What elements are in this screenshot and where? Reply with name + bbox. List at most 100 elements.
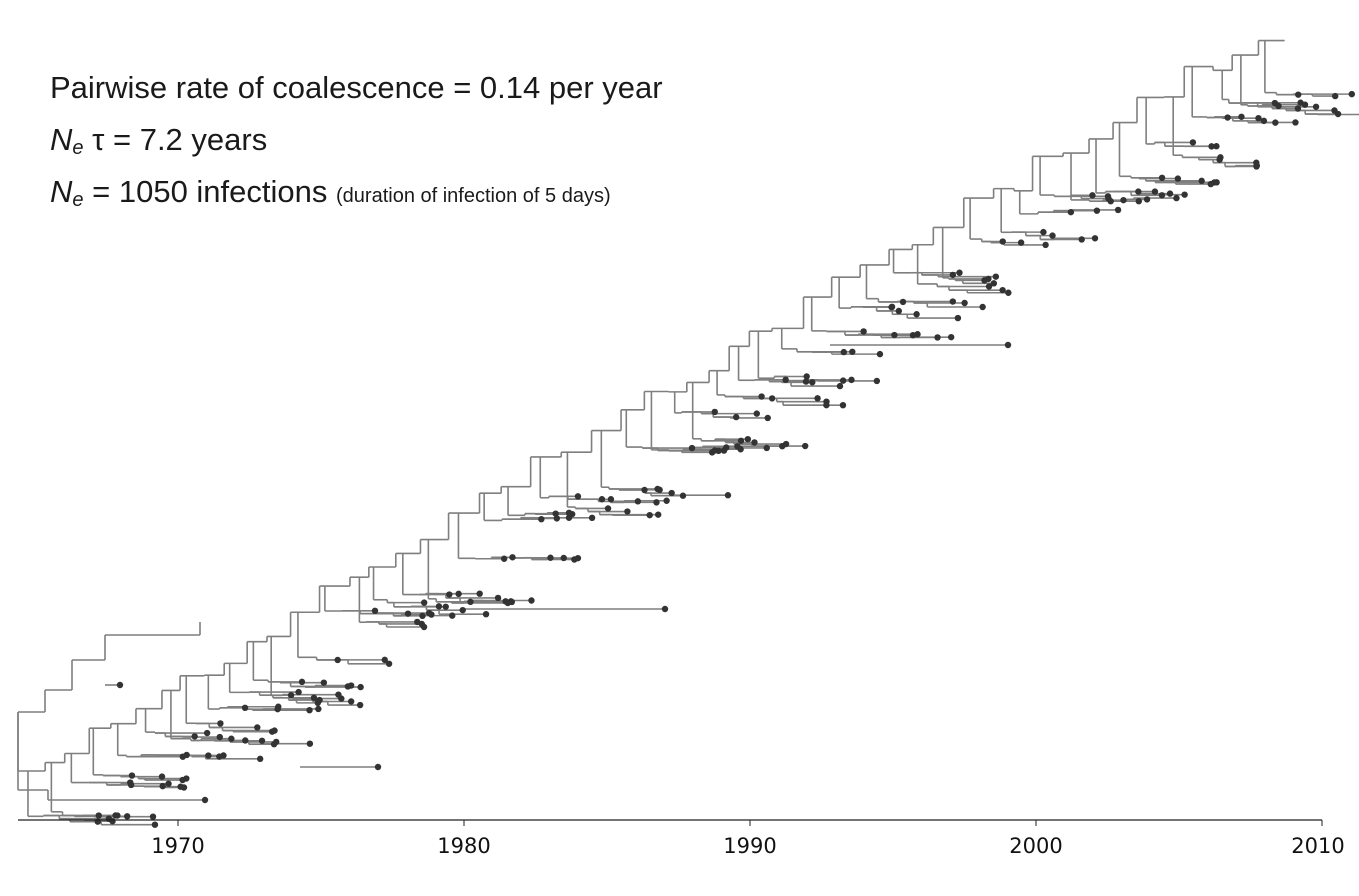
tree-tip xyxy=(298,678,306,686)
tree-tip xyxy=(723,444,730,451)
tree-tip xyxy=(183,751,190,759)
tree-tip xyxy=(315,705,322,713)
tree-tip xyxy=(1067,208,1075,216)
tree-tip xyxy=(661,605,669,613)
tree-tip xyxy=(500,555,508,562)
tree-tips xyxy=(94,90,1356,828)
tree-tip xyxy=(934,334,941,341)
coalescence-rate-text: Pairwise rate of coalescence = 0.14 per … xyxy=(50,70,663,105)
tree-tip xyxy=(1174,175,1182,182)
tree-tip xyxy=(371,607,379,615)
tree-tip xyxy=(1208,143,1215,150)
tree-tip xyxy=(782,376,789,384)
tree-tip xyxy=(753,410,760,417)
tree-tip xyxy=(732,413,740,421)
tree-tip xyxy=(420,599,428,606)
tree-tip xyxy=(1334,110,1342,118)
tree-tip xyxy=(634,498,642,505)
tree-tip xyxy=(1348,90,1356,98)
tree-tip xyxy=(764,414,771,422)
tree-tip xyxy=(1255,114,1262,122)
tree-tip xyxy=(494,594,502,602)
tree-tip xyxy=(1272,119,1279,126)
tree-tip xyxy=(588,514,596,522)
tree-tip xyxy=(306,740,314,747)
tree-tip xyxy=(228,735,235,742)
tree-tip xyxy=(314,699,321,707)
tree-tip xyxy=(1301,101,1309,108)
tree-tip xyxy=(751,439,758,446)
tree-tip xyxy=(913,311,920,318)
tree-tip xyxy=(112,812,119,819)
tree-tip xyxy=(961,299,968,307)
tree-tip xyxy=(216,733,223,741)
tree-tip xyxy=(1078,236,1085,243)
time-axis-ticks xyxy=(177,820,1323,826)
tree-tip xyxy=(656,486,663,494)
tree-tip xyxy=(338,695,345,702)
tree-tip xyxy=(758,393,765,400)
tree-tip xyxy=(641,486,648,494)
tree-tip xyxy=(956,269,963,276)
tree-tip xyxy=(1135,188,1142,195)
axis-label-1990: 1990 xyxy=(723,834,776,858)
tree-tip xyxy=(1213,179,1220,186)
tree-tip xyxy=(1107,198,1114,205)
tree-tip xyxy=(839,377,847,384)
tree-tip xyxy=(1151,188,1159,195)
tree-tip xyxy=(381,656,388,664)
tree-tip xyxy=(507,598,515,605)
tree-tip xyxy=(979,303,986,311)
tree-tip xyxy=(420,623,428,631)
tree-tip xyxy=(836,382,844,390)
tree-tip xyxy=(1089,192,1096,199)
tree-tip xyxy=(201,796,209,804)
tree-tip xyxy=(574,554,582,562)
tree-tip xyxy=(981,277,988,284)
tree-tip xyxy=(547,554,554,561)
tree-tip xyxy=(734,443,741,450)
tree-tip xyxy=(1312,103,1320,110)
tree-tip xyxy=(256,755,264,763)
tree-tip xyxy=(109,818,116,825)
tree-tip xyxy=(990,280,998,287)
tree-tip xyxy=(895,307,903,315)
tree-tip xyxy=(455,590,462,598)
ne-infections-text: Ne = 1050 infections (duration of infect… xyxy=(50,174,611,212)
tree-tip xyxy=(528,597,535,604)
tree-tip xyxy=(149,813,157,820)
tree-tip xyxy=(509,554,516,561)
tree-tip xyxy=(538,516,545,523)
tree-tip xyxy=(1091,235,1099,242)
tree-tip xyxy=(159,782,166,790)
axis-label-2000: 2000 xyxy=(1009,834,1062,858)
tree-tip xyxy=(310,694,318,701)
tree-tip xyxy=(180,784,188,791)
tree-tip xyxy=(711,408,718,416)
tree-tip xyxy=(1173,194,1180,202)
tree-tip xyxy=(954,314,962,322)
tree-tip xyxy=(1189,139,1197,146)
ne-subscript-2: e xyxy=(72,189,84,211)
tree-tip xyxy=(1040,228,1047,236)
tree-tip xyxy=(287,692,295,699)
tree-tip xyxy=(217,720,224,727)
axis-label-1970: 1970 xyxy=(151,834,204,858)
tree-tip xyxy=(560,554,567,562)
tree-tip xyxy=(385,660,393,667)
tree-tip xyxy=(1143,196,1151,203)
tree-tip xyxy=(1005,289,1012,296)
tree-tip xyxy=(992,273,1000,280)
tree-tip xyxy=(476,590,483,597)
tree-tip xyxy=(768,395,776,402)
tree-tip xyxy=(1114,206,1122,214)
tree-tip xyxy=(814,395,821,402)
tree-tip xyxy=(899,298,907,306)
tree-tip xyxy=(502,598,509,605)
tree-tip xyxy=(482,610,490,618)
tree-tip xyxy=(552,510,559,517)
tree-tip xyxy=(839,401,847,409)
tree-tip xyxy=(1049,232,1056,239)
tree-tip xyxy=(295,688,302,696)
